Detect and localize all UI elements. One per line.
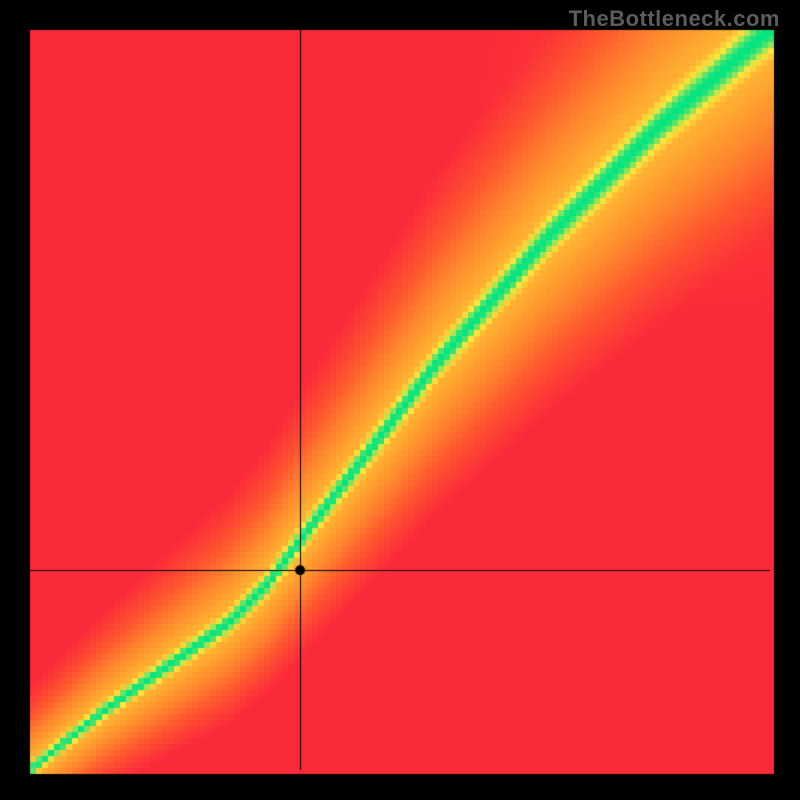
bottleneck-heatmap-canvas <box>0 0 800 800</box>
watermark-text: TheBottleneck.com <box>569 6 780 32</box>
chart-container: TheBottleneck.com <box>0 0 800 800</box>
